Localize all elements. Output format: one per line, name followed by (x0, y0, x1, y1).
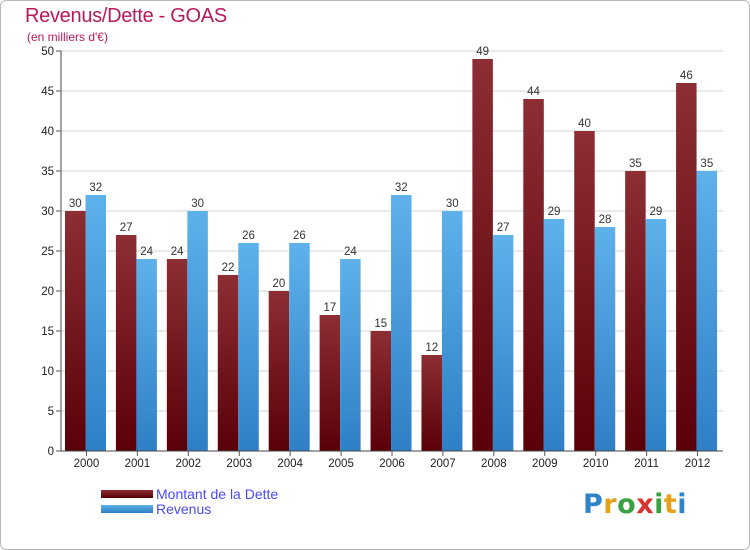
y-tick-label: 50 (41, 46, 54, 58)
value-label: 24 (344, 246, 357, 258)
value-label: 29 (650, 206, 663, 218)
legend-swatch-revenus (101, 505, 153, 513)
legend-swatch-dette (101, 490, 153, 498)
bar-dette (625, 171, 646, 451)
bar-dette (217, 275, 239, 451)
value-label: 30 (446, 198, 459, 210)
value-label: 27 (497, 222, 510, 234)
bar-dette (370, 331, 392, 451)
y-tick-label: 40 (41, 126, 54, 138)
x-tick-label: 2004 (277, 458, 303, 470)
value-label: 24 (140, 246, 153, 258)
value-label: 26 (242, 230, 255, 242)
value-label: 29 (548, 206, 561, 218)
value-label: 40 (578, 118, 591, 130)
bar-revenus (492, 235, 514, 451)
legend-label-dette: Montant de la Dette (156, 486, 279, 502)
y-tick-label: 20 (41, 286, 54, 298)
y-tick-label: 5 (48, 406, 54, 418)
value-labels: 30 32 27 24 24 30 22 26 20 26 17 24 15 32 12 30 49 27 44 29… (69, 46, 713, 354)
bar-revenus (645, 219, 667, 451)
x-tick-label: 2000 (74, 458, 100, 470)
bar-revenus (187, 211, 208, 451)
x-tick-label: 2008 (481, 458, 507, 470)
bar-revenus (441, 211, 463, 451)
bar-revenus (238, 243, 259, 451)
bar-dette (166, 259, 188, 451)
bar-dette (421, 355, 442, 451)
value-label: 17 (323, 302, 336, 314)
x-tick-label: 2007 (430, 458, 456, 470)
chart-title: Revenus/Dette - GOAS (25, 5, 227, 27)
legend-label-revenus: Revenus (156, 501, 212, 517)
value-label: 15 (374, 318, 387, 330)
bar-dette (319, 315, 341, 451)
bar-dette (268, 291, 290, 451)
bar-dette (676, 83, 697, 451)
axes: 0 5 10 15 20 25 30 35 40 45 50 2000 2001 2002 2003 2004… (41, 46, 723, 470)
value-label: 20 (273, 278, 286, 290)
y-tick-label: 35 (41, 166, 54, 178)
x-tick-label: 2012 (685, 458, 711, 470)
value-label: 35 (629, 158, 642, 170)
value-label: 32 (89, 182, 102, 194)
value-label: 30 (191, 198, 204, 210)
x-tick-label: 2001 (125, 458, 151, 470)
value-label: 32 (395, 182, 408, 194)
bar-dette (472, 59, 493, 451)
bar-revenus (289, 243, 310, 451)
y-tick-label: 30 (41, 206, 54, 218)
value-label: 44 (527, 86, 540, 98)
value-label: 22 (222, 262, 235, 274)
value-label: 24 (171, 246, 184, 258)
x-tick-label: 2003 (226, 458, 252, 470)
value-label: 12 (425, 342, 438, 354)
value-label: 49 (476, 46, 489, 58)
x-tick-label: 2002 (176, 458, 202, 470)
bar-dette (65, 211, 86, 451)
bar-revenus (594, 227, 616, 451)
bar-dette (574, 131, 595, 451)
y-tick-label: 45 (41, 86, 54, 98)
x-tick-label: 2006 (379, 458, 405, 470)
bar-dette (115, 235, 137, 451)
y-tick-label: 15 (41, 326, 54, 338)
value-label: 46 (680, 70, 693, 82)
bar-dette (523, 99, 544, 451)
bar-revenus (696, 171, 718, 451)
value-label: 28 (599, 214, 612, 226)
bar-revenus (543, 219, 565, 451)
y-tick-label: 25 (41, 246, 54, 258)
bar-revenus (391, 195, 412, 451)
x-tick-label: 2010 (583, 458, 609, 470)
bars (65, 59, 718, 451)
value-label: 35 (700, 158, 713, 170)
value-label: 26 (293, 230, 306, 242)
y-tick-label: 0 (48, 446, 54, 458)
x-tick-label: 2009 (532, 458, 558, 470)
x-tick-label: 2005 (328, 458, 354, 470)
y-tick-label: 10 (41, 366, 54, 378)
x-tick-label: 2011 (634, 458, 659, 470)
value-label: 27 (120, 222, 133, 234)
bar-revenus (136, 259, 157, 451)
bar-revenus (340, 259, 361, 451)
chart-subtitle: (en milliers d'€) (27, 30, 108, 44)
bar-revenus (85, 195, 106, 451)
proxiti-logo: Proxiti (583, 489, 688, 520)
value-label: 30 (69, 198, 82, 210)
